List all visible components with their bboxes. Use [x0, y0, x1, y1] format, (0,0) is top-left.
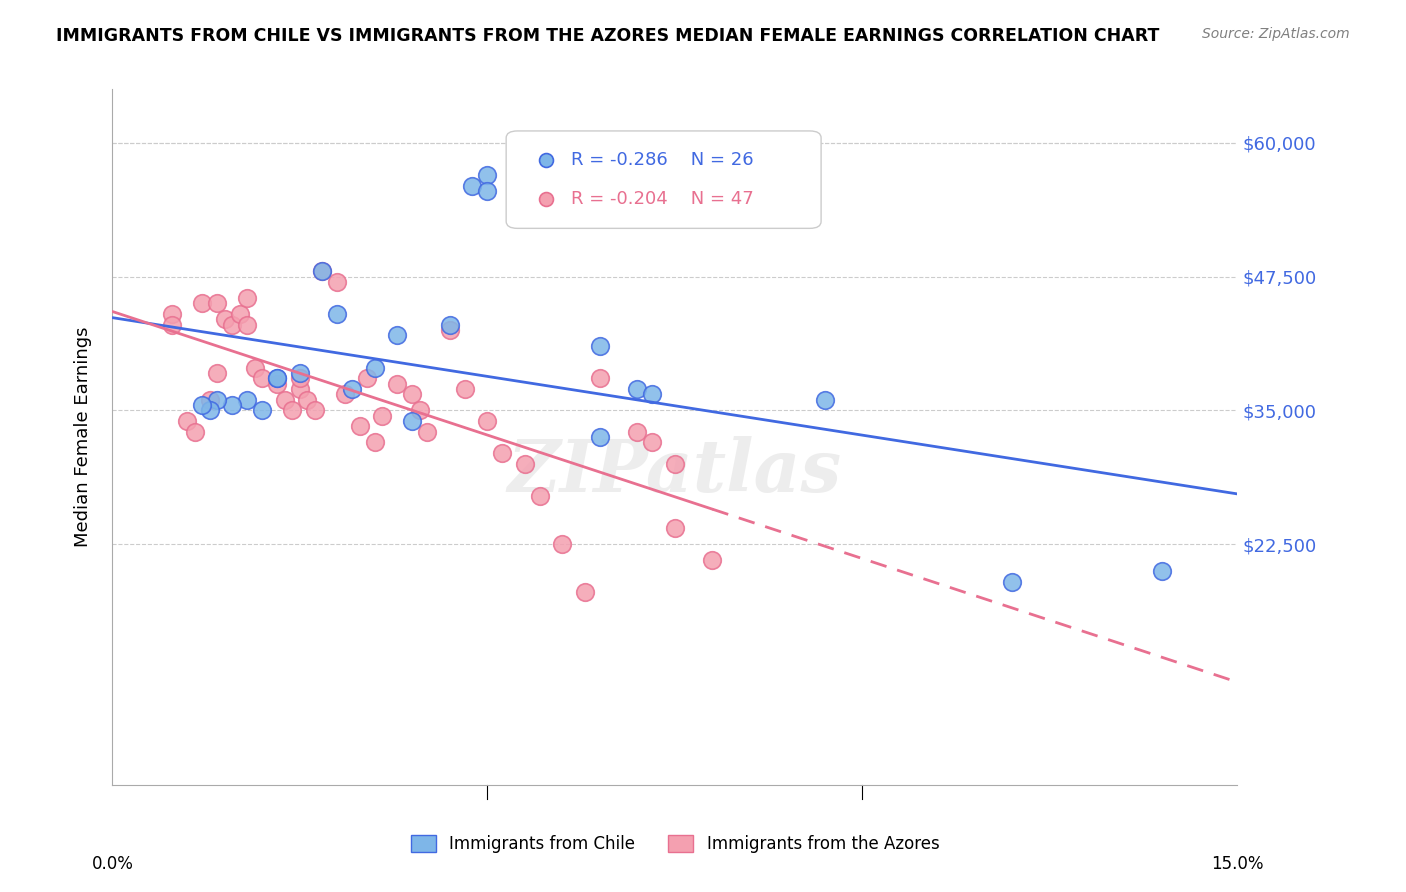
- Point: [198, 403, 221, 417]
- Point: [461, 178, 484, 193]
- Point: [416, 425, 439, 439]
- Point: [529, 489, 551, 503]
- Point: [184, 425, 207, 439]
- Point: [162, 318, 184, 332]
- Point: [356, 371, 378, 385]
- Point: [311, 264, 333, 278]
- Point: [364, 360, 387, 375]
- Point: [266, 371, 288, 385]
- Point: [326, 275, 349, 289]
- Point: [371, 409, 394, 423]
- Text: R = -0.204    N = 47: R = -0.204 N = 47: [571, 190, 754, 208]
- Point: [401, 414, 423, 428]
- Point: [1152, 564, 1174, 578]
- Point: [439, 323, 461, 337]
- Point: [702, 553, 724, 567]
- Point: [221, 398, 243, 412]
- Point: [288, 366, 311, 380]
- Point: [333, 387, 356, 401]
- Point: [477, 184, 499, 198]
- Y-axis label: Median Female Earnings: Median Female Earnings: [73, 326, 91, 548]
- Point: [252, 371, 274, 385]
- Point: [207, 296, 229, 310]
- Point: [664, 457, 686, 471]
- Point: [281, 403, 304, 417]
- Point: [574, 585, 596, 599]
- Point: [304, 403, 326, 417]
- Point: [664, 521, 686, 535]
- Point: [641, 435, 664, 450]
- Text: Source: ZipAtlas.com: Source: ZipAtlas.com: [1202, 27, 1350, 41]
- Text: ZIPatlas: ZIPatlas: [508, 436, 842, 508]
- Point: [214, 312, 236, 326]
- Point: [491, 446, 513, 460]
- Point: [342, 382, 364, 396]
- Point: [236, 291, 259, 305]
- Point: [198, 392, 221, 407]
- Point: [221, 318, 243, 332]
- Point: [266, 376, 288, 391]
- Point: [387, 328, 409, 343]
- Point: [236, 392, 259, 407]
- Point: [814, 392, 837, 407]
- Point: [364, 435, 387, 450]
- Point: [207, 392, 229, 407]
- Text: 0.0%: 0.0%: [91, 855, 134, 872]
- Point: [454, 382, 477, 396]
- Legend: Immigrants from Chile, Immigrants from the Azores: Immigrants from Chile, Immigrants from t…: [404, 829, 946, 860]
- Point: [589, 339, 612, 353]
- Point: [641, 387, 664, 401]
- Point: [401, 387, 423, 401]
- Point: [243, 360, 266, 375]
- Point: [207, 366, 229, 380]
- Point: [626, 382, 648, 396]
- Point: [513, 457, 536, 471]
- Point: [477, 414, 499, 428]
- Text: R = -0.286    N = 26: R = -0.286 N = 26: [571, 151, 754, 169]
- Point: [626, 425, 648, 439]
- Point: [326, 307, 349, 321]
- FancyBboxPatch shape: [506, 131, 821, 228]
- Point: [162, 307, 184, 321]
- Point: [288, 382, 311, 396]
- Point: [439, 318, 461, 332]
- Point: [191, 398, 214, 412]
- Point: [252, 403, 274, 417]
- Text: 15.0%: 15.0%: [1211, 855, 1264, 872]
- Point: [589, 371, 612, 385]
- Point: [274, 392, 297, 407]
- Point: [229, 307, 252, 321]
- Point: [551, 537, 574, 551]
- Point: [191, 296, 214, 310]
- Point: [349, 419, 371, 434]
- Point: [288, 371, 311, 385]
- Point: [387, 376, 409, 391]
- Point: [409, 403, 432, 417]
- Point: [266, 371, 288, 385]
- Point: [236, 318, 259, 332]
- Point: [589, 430, 612, 444]
- Point: [311, 264, 333, 278]
- Point: [297, 392, 319, 407]
- Point: [176, 414, 198, 428]
- Point: [1001, 574, 1024, 589]
- Point: [477, 168, 499, 182]
- Text: IMMIGRANTS FROM CHILE VS IMMIGRANTS FROM THE AZORES MEDIAN FEMALE EARNINGS CORRE: IMMIGRANTS FROM CHILE VS IMMIGRANTS FROM…: [56, 27, 1160, 45]
